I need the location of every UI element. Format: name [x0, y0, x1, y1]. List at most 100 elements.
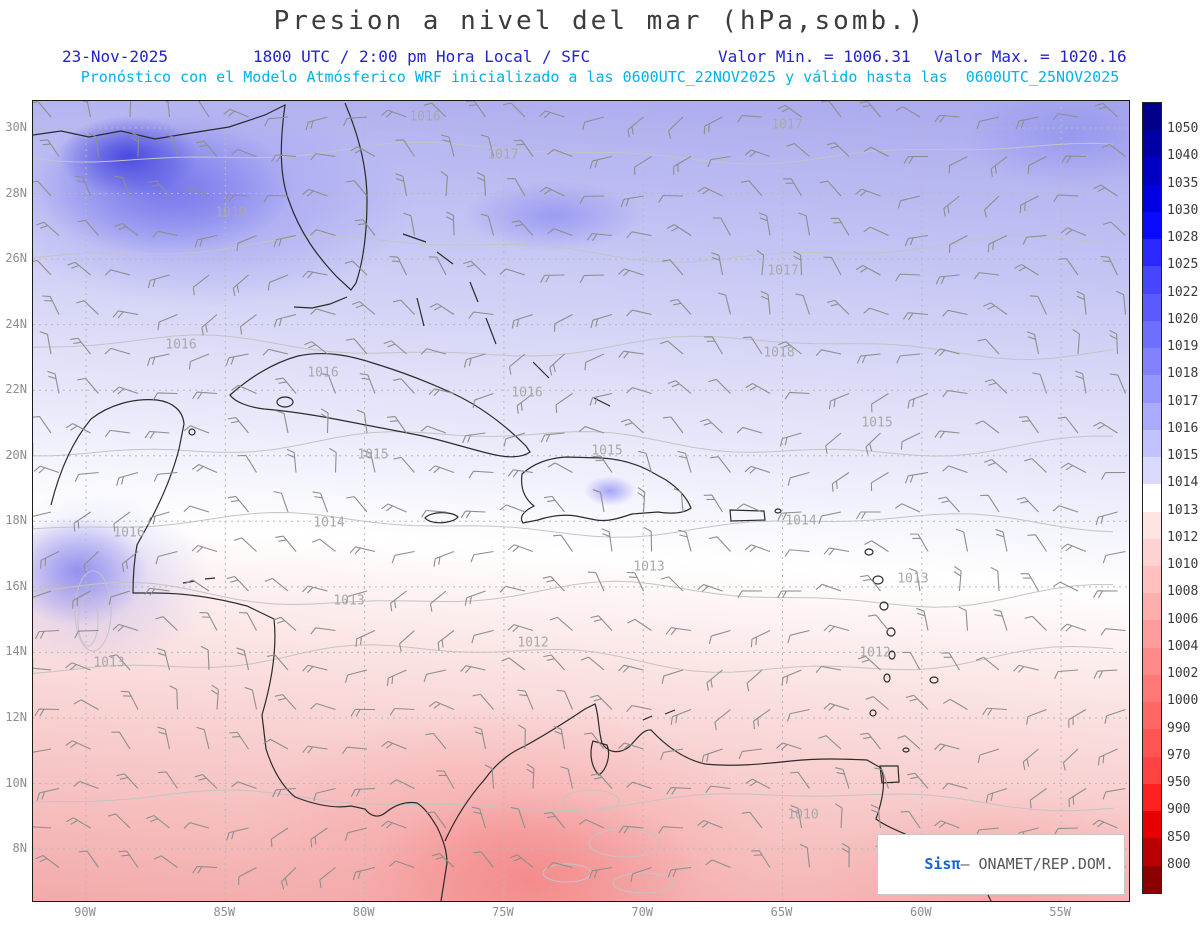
wind-barb [526, 763, 535, 789]
colorbar-segment [1143, 211, 1161, 240]
value-min-label: Valor Min. = 1006.31 [718, 47, 911, 66]
wind-barb [112, 310, 139, 319]
wind-barb [741, 811, 763, 829]
wind-barb [744, 465, 771, 474]
wind-barb [717, 292, 732, 315]
wind-barb [547, 228, 573, 237]
wind-barb [395, 139, 415, 157]
wind-barb [108, 654, 131, 671]
wind-barb [513, 139, 534, 157]
wind-barb [476, 171, 487, 197]
lat-tick-label: 28N [5, 185, 27, 200]
colorbar-value: 1004 [1167, 638, 1199, 654]
wind-barb [907, 392, 929, 409]
wind-barb [751, 850, 771, 868]
colorbar-value: 1000 [1167, 693, 1199, 709]
wind-barb [108, 590, 131, 605]
contour-line [33, 511, 1114, 538]
wind-barb [1054, 669, 1079, 680]
colorbar-value: 1030 [1167, 202, 1199, 218]
wind-barb [708, 378, 731, 394]
wind-barb [155, 616, 178, 631]
wind-barb [153, 471, 178, 482]
wind-barb [270, 827, 289, 848]
lat-tick-label: 20N [5, 447, 27, 462]
wind-barb [267, 274, 289, 291]
wind-barb [121, 551, 139, 573]
wind-barb [1032, 372, 1048, 394]
wind-barb [795, 293, 811, 315]
wind-barb [992, 609, 1008, 631]
colorbar-segment [1143, 157, 1161, 185]
wind-barb [74, 471, 99, 482]
wind-barb [305, 116, 328, 131]
wind-barb [934, 114, 960, 123]
wind-barb [618, 742, 644, 751]
wind-barb [539, 186, 565, 197]
colorbar-value: 1013 [1167, 502, 1199, 518]
wind-barb [77, 219, 99, 236]
wind-barb [200, 645, 210, 671]
wind-barb [666, 787, 692, 795]
wind-barb [678, 529, 692, 552]
wind-barb [863, 146, 889, 157]
wind-barb [152, 392, 178, 401]
wind-barb [192, 391, 218, 400]
wind-barb [985, 787, 1008, 803]
wind-barb [183, 425, 210, 434]
wind-barb [33, 180, 52, 197]
lon-tick-label: 70W [631, 905, 654, 919]
wind-barb [146, 353, 170, 367]
wind-barb [555, 393, 573, 413]
wind-barb [578, 819, 605, 829]
wind-barb [855, 265, 881, 276]
wind-barb [789, 771, 810, 789]
wind-barb [107, 813, 131, 829]
wind-barb [75, 175, 92, 197]
contour-closed [77, 595, 99, 647]
wind-barb [760, 290, 771, 315]
wind-barb [275, 377, 297, 394]
lat-tick-label: 8N [12, 841, 27, 856]
coast-tobago [902, 747, 910, 753]
wind-barb [393, 456, 415, 473]
wind-barb [231, 781, 257, 790]
wind-barb [556, 689, 574, 710]
wind-barb [826, 299, 850, 315]
wind-barb [995, 528, 1008, 552]
wind-barb [114, 175, 131, 197]
lat-tick-label: 18N [5, 513, 27, 528]
wind-barb [112, 386, 139, 395]
wind-barb [263, 194, 289, 203]
wind-barb [589, 155, 613, 169]
wind-barb [626, 309, 652, 317]
wind-barb [1029, 295, 1047, 315]
forecast-hour: 1800 UTC / 2:00 pm Hora Local / SFC [253, 47, 591, 66]
wind-barb [390, 590, 407, 612]
wind-barb [736, 503, 763, 513]
wind-barb [745, 778, 771, 789]
wind-barb [626, 571, 644, 592]
wind-barb [33, 465, 60, 474]
wind-barb [983, 302, 1008, 315]
coast-guadeloupe [872, 575, 884, 585]
lon-tick-label: 65W [770, 905, 793, 919]
wind-barb [420, 425, 447, 434]
wind-barb [501, 657, 526, 671]
wind-barb [194, 774, 218, 789]
wind-barb [658, 194, 684, 203]
wind-barb [820, 101, 842, 118]
wind-barb [860, 732, 881, 750]
wind-barb [662, 416, 684, 434]
wind-barb [943, 195, 960, 217]
wind-barb [736, 426, 763, 434]
wind-barb [1109, 329, 1119, 355]
wind-barb [65, 662, 91, 671]
colorbar-value: 970 [1167, 747, 1191, 763]
colorbar-segment [1143, 620, 1161, 648]
wind-barb [350, 787, 376, 797]
wind-barb [984, 195, 1000, 218]
wind-barb [578, 426, 605, 434]
contour-line [33, 431, 1114, 457]
wind-barb [584, 353, 605, 371]
